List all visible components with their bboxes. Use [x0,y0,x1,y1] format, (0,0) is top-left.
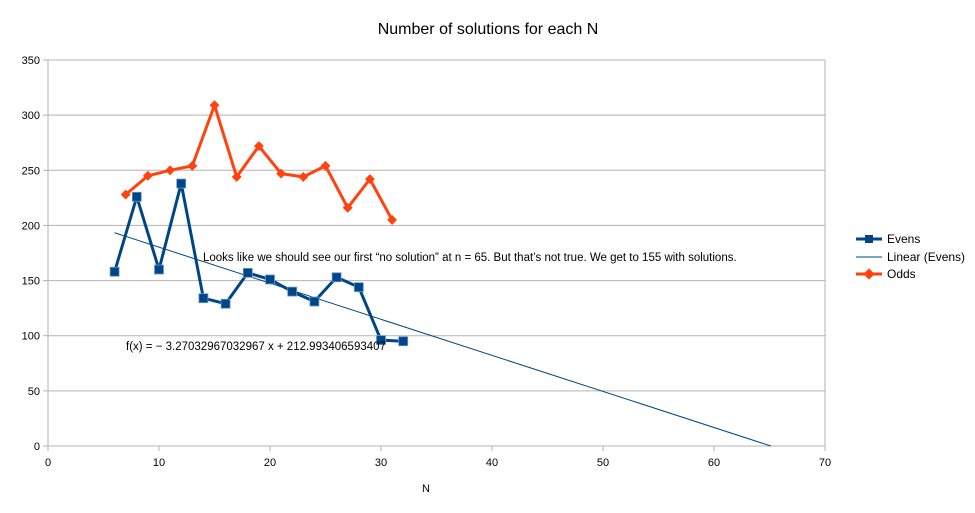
y-tick-label: 0 [34,441,40,453]
data-point-evens [220,298,231,309]
legend-item-evens: Evens [856,232,920,246]
data-point-evens [376,335,386,346]
data-point-evens [287,286,298,297]
x-tick-label: 40 [486,457,498,469]
data-point-odds [364,174,375,185]
trendline-equation: f(x) = − 3.27032967032967 x + 212.993406… [126,341,386,353]
axes [43,59,826,451]
legend-item-linear-evens: Linear (Evens) [856,250,965,264]
y-tick-label: 50 [28,386,40,398]
y-tick-label: 250 [22,165,40,177]
y-tick-label: 350 [22,55,40,67]
legend: Evens Linear (Evens) Odds [856,232,965,281]
data-point-odds [231,171,242,182]
data-point-evens [309,296,320,307]
series-layer [109,100,409,347]
data-point-odds [165,165,176,176]
data-point-evens [154,264,164,275]
data-point-evens [398,336,409,347]
data-point-evens [353,282,364,293]
data-point-odds [209,100,220,111]
data-point-odds [187,160,198,171]
data-point-evens [198,293,209,304]
annotation-note: Looks like we should see our first “no s… [203,252,737,264]
y-tick-label: 100 [22,331,40,343]
legend-label-odds: Odds [887,267,916,281]
y-tick-label: 300 [22,110,40,122]
x-tick-label: 60 [708,457,720,469]
y-tick-labels: 0 50 100 150 200 250 300 350 [22,55,40,453]
y-tick-label: 150 [22,276,40,288]
x-axis-label: N [422,483,430,495]
data-point-odds [142,170,153,181]
legend-label-trendline: Linear (Evens) [887,250,965,264]
data-point-evens [109,266,120,277]
y-tick-label: 200 [22,220,40,232]
x-tick-label: 50 [597,457,609,469]
series-evens [109,178,409,347]
legend-marker-evens [865,235,873,243]
chart-title: Number of solutions for each N [378,21,599,38]
data-point-odds [276,168,287,179]
data-point-odds [298,171,309,182]
legend-label-evens: Evens [887,232,920,246]
trendline-layer [114,232,772,447]
x-tick-labels: 0 10 20 30 40 50 60 70 [45,457,831,469]
data-point-odds [387,214,398,225]
data-point-odds [320,160,331,171]
data-point-evens [131,191,142,202]
trendline-linear-evens [114,232,772,447]
data-point-evens [242,267,253,278]
x-tick-label: 20 [264,457,276,469]
series-odds [120,100,398,225]
data-point-odds [253,141,264,151]
data-point-evens [265,274,275,285]
x-tick-label: 0 [45,457,51,469]
data-point-evens [331,272,342,283]
legend-item-odds: Odds [856,267,916,281]
series-line-odds [124,103,394,221]
legend-marker-odds [863,268,875,280]
data-point-odds [342,202,353,213]
data-point-odds [120,189,131,200]
x-tick-label: 70 [819,457,831,469]
x-tick-label: 10 [153,457,165,469]
x-tick-label: 30 [375,457,387,469]
data-point-evens [176,178,187,189]
